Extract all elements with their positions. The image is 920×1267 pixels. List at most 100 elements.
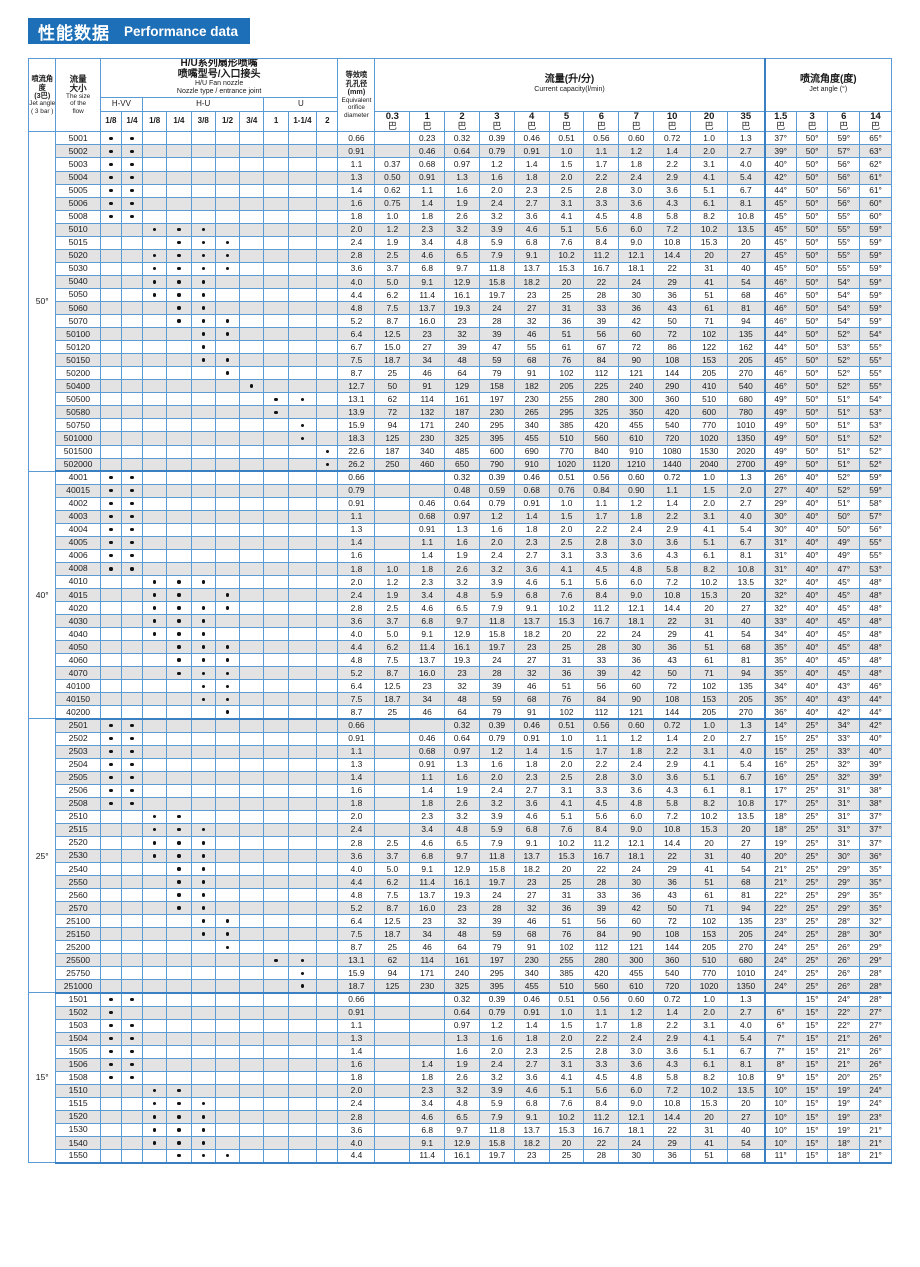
joint-empty-cell <box>316 483 339 498</box>
joint-empty-cell <box>142 314 168 329</box>
jet-angle-value: 25° <box>795 875 829 890</box>
table-row: 2505 1.4 1.1 1.6 2.0 2.3 2.5 2.8 3.0 3.6 5.1 6.7 16°… <box>29 770 892 785</box>
joint-empty-cell <box>239 235 265 250</box>
bullet-icon <box>152 606 157 610</box>
jet-angle-value: 11° <box>763 1149 797 1164</box>
capacity-value: 12.1 <box>618 835 655 850</box>
joint-available-dot <box>120 770 144 785</box>
capacity-value: 5.8 <box>653 209 692 224</box>
jet-angle-value: 46° <box>859 679 892 694</box>
jet-angle-value: 26° <box>827 979 861 994</box>
orifice-diameter-value: 7.5 <box>337 353 376 368</box>
joint-empty-cell <box>142 431 168 446</box>
capacity-value: 43 <box>653 653 692 668</box>
capacity-value: 22 <box>653 1122 692 1137</box>
bullet-icon <box>201 1102 205 1106</box>
capacity-value <box>374 1031 411 1046</box>
joint-empty-cell <box>287 1005 318 1020</box>
jet-angle-value: 59° <box>859 300 892 316</box>
capacity-value: 1.0 <box>690 470 729 485</box>
capacity-value: 0.23 <box>409 131 446 146</box>
orifice-diameter-value: 3.6 <box>337 614 376 629</box>
capacity-value: 0.90 <box>618 483 655 498</box>
joint-available-dot <box>316 457 339 473</box>
joint-empty-cell <box>99 601 122 616</box>
bullet-icon <box>109 997 113 1002</box>
joint-empty-cell <box>239 940 265 955</box>
capacity-value: 3.6 <box>618 548 655 563</box>
joint-empty-cell <box>166 692 192 707</box>
capacity-value: 0.68 <box>409 509 446 524</box>
joint-available-dot <box>214 940 241 955</box>
capacity-value: 2.7 <box>513 548 550 563</box>
joint-empty-cell <box>142 1005 168 1020</box>
joint-empty-cell <box>239 1057 265 1072</box>
jet-angle-value: 31° <box>827 822 861 837</box>
joint-empty-cell <box>316 509 339 524</box>
capacity-value: 1350 <box>727 431 766 446</box>
joint-empty-cell <box>239 314 265 329</box>
capacity-value: 171 <box>409 418 446 433</box>
capacity-value: 4.6 <box>513 809 550 824</box>
nozzle-model: 5005 <box>55 183 101 198</box>
joint-empty-cell <box>316 966 339 981</box>
capacity-value: 205 <box>690 940 729 955</box>
capacity-value: 2.4 <box>618 757 655 772</box>
joint-empty-cell <box>263 783 289 798</box>
capacity-value: 18.1 <box>618 261 655 276</box>
capacity-value: 1.6 <box>444 770 480 785</box>
joint-available-dot <box>166 1135 192 1151</box>
capacity-value: 3.6 <box>653 1044 692 1059</box>
nozzle-model: 2506 <box>55 783 101 798</box>
joint-empty-cell <box>214 561 241 576</box>
joint-empty-cell <box>166 757 192 772</box>
capacity-value: 770 <box>690 418 729 433</box>
joint-empty-cell <box>99 588 122 603</box>
jet-angle-value: 40° <box>859 731 892 746</box>
joint-empty-cell <box>142 992 168 1007</box>
joint-empty-cell <box>142 561 168 576</box>
capacity-value: 3.1 <box>548 783 585 798</box>
capacity-value: 455 <box>513 979 550 994</box>
joint-empty-cell <box>120 861 144 877</box>
orifice-diameter-value: 0.91 <box>337 144 376 159</box>
capacity-value <box>374 1083 411 1098</box>
table-row: 1540 4.0 9.1 12.9 15.8 18.2 20 22 24 29 41 54 10° 15°… <box>29 1135 892 1151</box>
nozzle-model: 2504 <box>55 757 101 772</box>
capacity-value: 16.7 <box>583 261 620 276</box>
joint-empty-cell <box>239 875 265 890</box>
capacity-value: 1.7 <box>583 1018 620 1033</box>
joint-empty-cell <box>239 888 265 903</box>
capacity-value: 8.1 <box>727 783 766 798</box>
joint-empty-cell <box>263 601 289 616</box>
capacity-value: 9.1 <box>409 627 446 642</box>
capacity-value: 50 <box>374 379 411 394</box>
joint-empty-cell <box>214 1135 241 1151</box>
capacity-value: 64 <box>444 705 480 720</box>
nozzle-model: 4015 <box>55 588 101 603</box>
joint-empty-cell <box>287 261 318 276</box>
capacity-value: 6.5 <box>444 601 480 616</box>
jet-angle-value: 58° <box>859 496 892 511</box>
jet-angle-value: 21° <box>859 1122 892 1137</box>
jet-angle-value: 15° <box>795 1149 829 1164</box>
joint-hu-3-4: 3/4 <box>239 110 265 133</box>
joint-empty-cell <box>316 705 339 720</box>
bullet-icon <box>225 645 230 649</box>
capacity-value: 0.91 <box>409 757 446 772</box>
capacity-value: 9.7 <box>444 1122 480 1137</box>
joint-hvv-1-8: 1/8 <box>99 110 122 133</box>
capacity-value: 23 <box>444 314 480 329</box>
jet-angle-value: 59° <box>859 470 892 485</box>
joint-empty-cell <box>214 1031 241 1046</box>
capacity-value: 72 <box>653 327 692 342</box>
joint-empty-cell <box>263 705 289 720</box>
joint-empty-cell <box>99 418 122 433</box>
capacity-value: 4.0 <box>727 509 766 524</box>
capacity-value: 2.0 <box>690 1005 729 1020</box>
capacity-value: 840 <box>583 444 620 459</box>
pressure-unit-4: 巴 <box>527 120 537 131</box>
joint-empty-cell <box>120 366 144 381</box>
capacity-value: 94 <box>374 418 411 433</box>
joint-available-dot <box>142 809 168 824</box>
